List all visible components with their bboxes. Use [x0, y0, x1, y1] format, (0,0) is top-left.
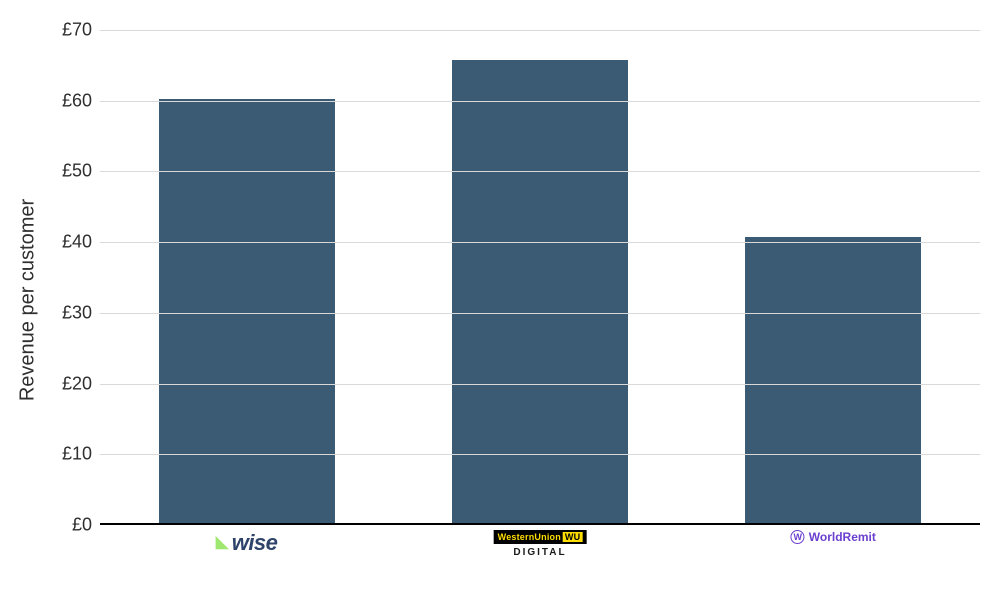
wu-wordmark: WesternUnion [498, 532, 561, 542]
x-label-western-union-digital: WesternUnionWU DIGITAL [494, 530, 587, 558]
y-tick-label: £10 [62, 444, 92, 465]
y-tick-label: £60 [62, 90, 92, 111]
wise-wordmark: wise [232, 530, 278, 556]
y-tick-label: £20 [62, 373, 92, 394]
x-axis-labels: ◣wise WesternUnionWU DIGITAL W WorldRemit [100, 530, 980, 590]
y-axis-label: Revenue per customer [17, 199, 40, 401]
plot-area: £0£10£20£30£40£50£60£70 [100, 30, 980, 525]
worldremit-wordmark: WorldRemit [809, 530, 876, 544]
x-label-worldremit: W WorldRemit [791, 530, 876, 544]
y-tick-label: £30 [62, 302, 92, 323]
wu-digital-label: DIGITAL [513, 547, 566, 558]
grid-line [100, 101, 980, 102]
grid-line [100, 454, 980, 455]
wise-flag-icon: ◣ [216, 532, 228, 552]
revenue-per-customer-chart: Revenue per customer £0£10£20£30£40£50£6… [0, 0, 1000, 600]
grid-line [100, 313, 980, 314]
bar-worldremit [745, 237, 921, 523]
grid-line [100, 242, 980, 243]
y-tick-label: £50 [62, 161, 92, 182]
western-union-logo: WesternUnionWU [494, 530, 587, 544]
worldremit-logo: W WorldRemit [791, 530, 876, 544]
wise-logo: ◣wise [216, 530, 278, 556]
y-tick-label: £40 [62, 232, 92, 253]
x-label-wise: ◣wise [216, 530, 278, 556]
bars-layer [100, 30, 980, 523]
grid-line [100, 384, 980, 385]
grid-line [100, 171, 980, 172]
worldremit-circle-icon: W [791, 530, 805, 544]
wu-tag-icon: WU [563, 532, 582, 542]
bar-wise [159, 99, 335, 523]
y-tick-label: £0 [72, 515, 92, 536]
y-tick-label: £70 [62, 20, 92, 41]
grid-line [100, 30, 980, 31]
